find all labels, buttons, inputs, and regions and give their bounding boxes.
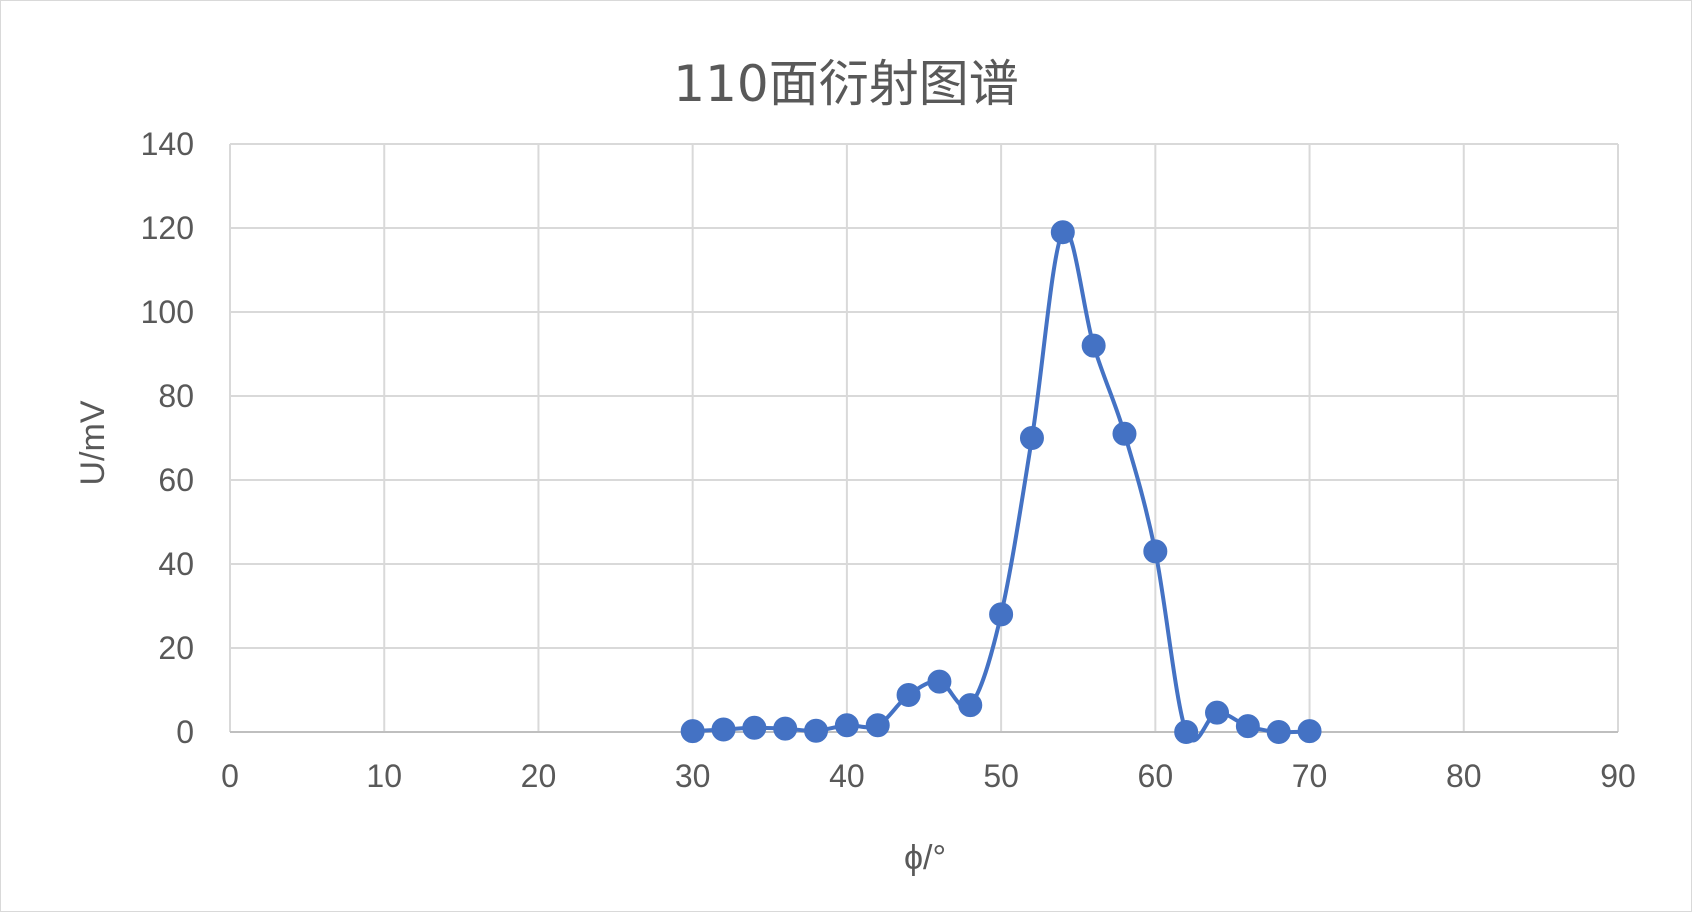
data-point	[834, 713, 859, 738]
y-tick-label: 60	[158, 462, 194, 498]
data-point	[958, 693, 983, 718]
data-point	[1297, 719, 1322, 744]
tick-layer: 0 10 20 30 40 50 60 70 80 90 0 20 40 60 80 100 120 140	[141, 126, 1636, 794]
x-tick-label: 60	[1138, 758, 1174, 794]
x-tick-label: 90	[1600, 758, 1636, 794]
y-tick-label: 0	[176, 714, 194, 750]
y-tick-label: 80	[158, 378, 194, 414]
series-layer	[680, 220, 1322, 744]
data-point	[1235, 714, 1260, 739]
data-point	[1112, 421, 1137, 446]
data-point	[1143, 539, 1168, 564]
x-axis-title: ϕ/°	[904, 839, 946, 877]
x-tick-label: 40	[829, 758, 865, 794]
x-tick-label: 10	[366, 758, 402, 794]
data-point	[1050, 220, 1075, 245]
x-tick-label: 80	[1446, 758, 1482, 794]
x-tick-label: 30	[675, 758, 711, 794]
x-tick-label: 20	[521, 758, 557, 794]
data-point	[1205, 700, 1230, 725]
y-tick-label: 140	[141, 126, 194, 162]
x-tick-label: 50	[983, 758, 1019, 794]
chart-title: 110面衍射图谱	[673, 55, 1018, 113]
data-point	[1081, 333, 1106, 358]
grid-layer	[229, 143, 1619, 733]
y-tick-label: 100	[141, 294, 194, 330]
y-axis-title: U/mV	[74, 400, 112, 485]
data-point	[680, 719, 705, 744]
data-point	[927, 669, 952, 694]
data-point	[742, 715, 767, 740]
data-point	[865, 713, 890, 738]
x-tick-label: 0	[221, 758, 239, 794]
data-point	[1266, 720, 1291, 744]
data-point	[773, 716, 798, 741]
data-point	[989, 602, 1014, 627]
data-point	[1019, 426, 1044, 450]
x-tick-label: 70	[1292, 758, 1328, 794]
data-point	[711, 717, 736, 742]
data-point	[896, 683, 921, 708]
y-tick-label: 120	[141, 210, 194, 246]
y-tick-label: 40	[158, 546, 194, 582]
data-point	[1174, 720, 1199, 744]
data-point	[804, 718, 829, 743]
y-tick-label: 20	[158, 630, 194, 666]
